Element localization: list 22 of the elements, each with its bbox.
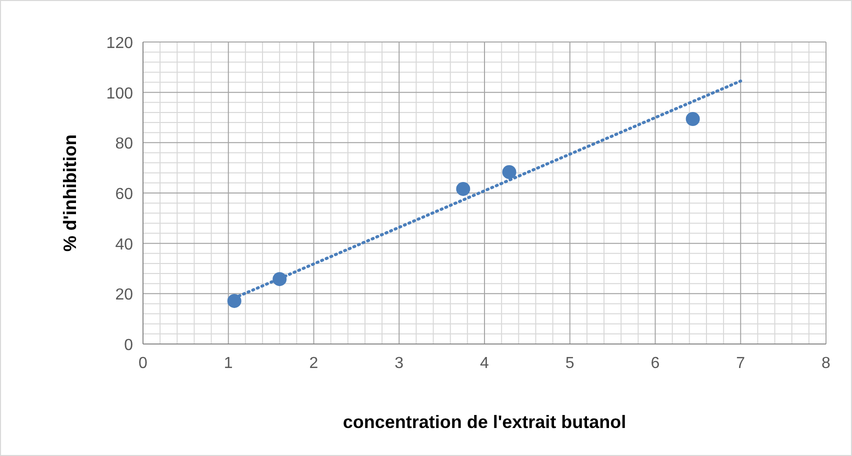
x-axis-title: concentration de l'extrait butanol [342, 412, 626, 432]
x-tick-label: 0 [138, 355, 148, 372]
y-tick-label: 120 [106, 35, 134, 52]
point [686, 112, 700, 126]
point [502, 165, 516, 180]
x-tick-label: 4 [480, 355, 490, 372]
x-tick-label: 3 [394, 355, 404, 372]
y-tick-label: 100 [106, 85, 134, 102]
x-tick-label: 7 [736, 355, 746, 372]
x-tick-label: 8 [822, 355, 831, 372]
x-tick-label: 5 [565, 355, 574, 372]
y-tick-label: 40 [115, 236, 134, 254]
point [456, 182, 470, 196]
y-tick-label: 60 [115, 186, 134, 203]
y-tick-label: 0 [124, 337, 134, 354]
x-tick-label: 2 [309, 355, 318, 372]
y-tick-label: 20 [115, 286, 134, 304]
y-axis-title: % d'inhibition [60, 134, 80, 252]
point [227, 294, 242, 308]
x-tick-label: 6 [650, 355, 660, 372]
x-tick-label: 1 [224, 355, 233, 372]
y-tick-label: 80 [115, 136, 134, 153]
